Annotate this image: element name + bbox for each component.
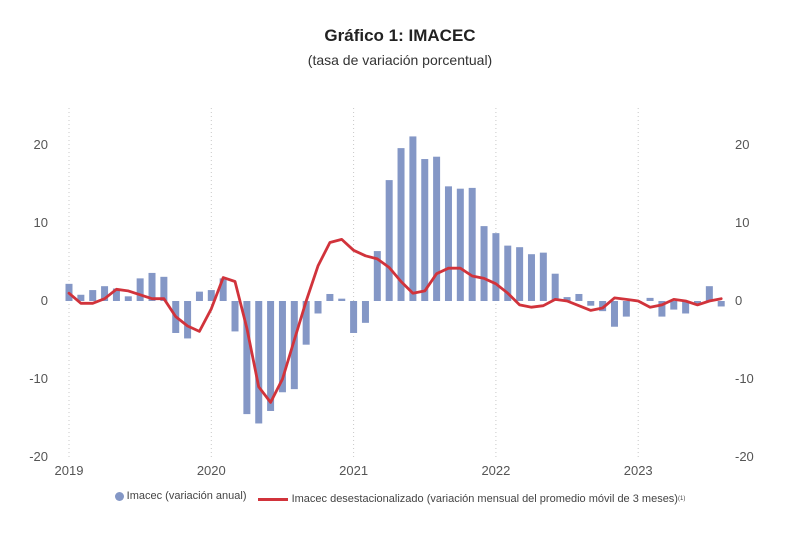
y-tick-label-right-3: -10 — [735, 371, 754, 386]
bar-2021-11 — [468, 187, 476, 301]
y-tick-label-right-4: -20 — [735, 449, 754, 464]
bar-2019-11 — [184, 301, 192, 339]
bar-2022-04 — [527, 254, 535, 301]
bar-2022-01 — [492, 233, 500, 301]
bar-2021-02 — [361, 301, 369, 323]
bar-2023-03 — [658, 301, 666, 317]
bar-2019-02 — [77, 294, 85, 301]
bar-2023-04 — [670, 301, 678, 310]
x-tick-label-2023: 2023 — [624, 463, 653, 478]
chart-subtitle: (tasa de variación porcentual) — [307, 52, 493, 68]
bar-2021-07 — [421, 159, 429, 301]
bar-2022-07 — [563, 297, 571, 301]
bar-2022-10 — [599, 301, 607, 312]
bar-2023-07 — [705, 286, 713, 301]
chart-title: Gráfico 1: IMACEC — [324, 26, 476, 45]
bar-2022-03 — [516, 247, 524, 301]
bar-2019-07 — [136, 278, 144, 301]
bar-2020-10 — [314, 301, 322, 314]
bar-2020-07 — [278, 301, 286, 393]
bar-2023-06 — [693, 301, 701, 305]
bar-2020-05 — [255, 301, 263, 424]
bar-2022-08 — [575, 293, 583, 301]
bar-2019-12 — [195, 291, 203, 301]
line-series — [67, 237, 723, 404]
y-tick-label-left-1: 10 — [34, 215, 48, 230]
y-tick-label-left-4: -20 — [29, 449, 48, 464]
bar-2020-03 — [231, 301, 239, 332]
legend: Imacec (variación anual) Imacec desestac… — [0, 490, 800, 505]
bar-2021-10 — [456, 188, 464, 301]
bar-2019-04 — [101, 286, 109, 301]
bar-2020-06 — [267, 301, 275, 411]
bar-2023-08 — [717, 301, 725, 307]
bar-2021-09 — [444, 186, 452, 301]
bar-2022-11 — [610, 301, 618, 327]
x-tick-label-2020: 2020 — [197, 463, 226, 478]
bar-2019-03 — [89, 290, 97, 301]
y-tick-label-right-0: 20 — [735, 137, 749, 152]
bar-2021-03 — [373, 251, 381, 301]
y-tick-label-left-2: 0 — [41, 293, 48, 308]
x-tick-label-2021: 2021 — [339, 463, 368, 478]
bar-2021-12 — [480, 226, 488, 301]
bar-2022-05 — [539, 252, 547, 301]
bar-2021-06 — [409, 136, 417, 301]
legend-line-label: Imacec desestacionalizado (variación men… — [291, 493, 678, 505]
bar-2020-12 — [338, 298, 346, 301]
bar-2020-11 — [326, 293, 334, 301]
bar-2020-09 — [302, 301, 310, 345]
bar-2020-02 — [219, 278, 227, 301]
legend-line-superscript: (1) — [677, 496, 686, 502]
x-tick-label-2022: 2022 — [481, 463, 510, 478]
bar-2019-06 — [124, 296, 132, 301]
bar-2022-12 — [622, 301, 630, 317]
bar-2021-08 — [433, 156, 441, 301]
legend-item-line: Imacec desestacionalizado (variación men… — [257, 493, 686, 505]
bar-2019-05 — [112, 288, 120, 301]
bar-2020-08 — [290, 301, 298, 390]
bar-2021-01 — [350, 301, 358, 333]
bar-2023-02 — [646, 297, 654, 301]
x-tick-label-2019: 2019 — [55, 463, 84, 478]
y-tick-label-right-1: 10 — [735, 215, 749, 230]
bar-2022-09 — [587, 301, 595, 306]
legend-bar-label: Imacec (variación anual) — [126, 490, 247, 502]
bar-2019-08 — [148, 272, 156, 301]
bar-2021-04 — [385, 180, 393, 301]
bar-2023-05 — [682, 301, 690, 314]
legend-line-swatch — [257, 497, 288, 501]
legend-bar-swatch — [114, 491, 124, 501]
bar-2021-05 — [397, 148, 405, 301]
y-tick-label-right-2: 0 — [735, 293, 742, 308]
y-tick-label-left-0: 20 — [34, 137, 48, 152]
bar-2022-06 — [551, 273, 559, 301]
bar-2019-09 — [160, 276, 168, 301]
legend-item-bars: Imacec (variación anual) — [114, 490, 247, 502]
bar-2020-04 — [243, 301, 251, 415]
y-tick-label-left-3: -10 — [29, 371, 48, 386]
bar-2022-02 — [504, 245, 512, 301]
bar-2020-01 — [207, 290, 215, 301]
